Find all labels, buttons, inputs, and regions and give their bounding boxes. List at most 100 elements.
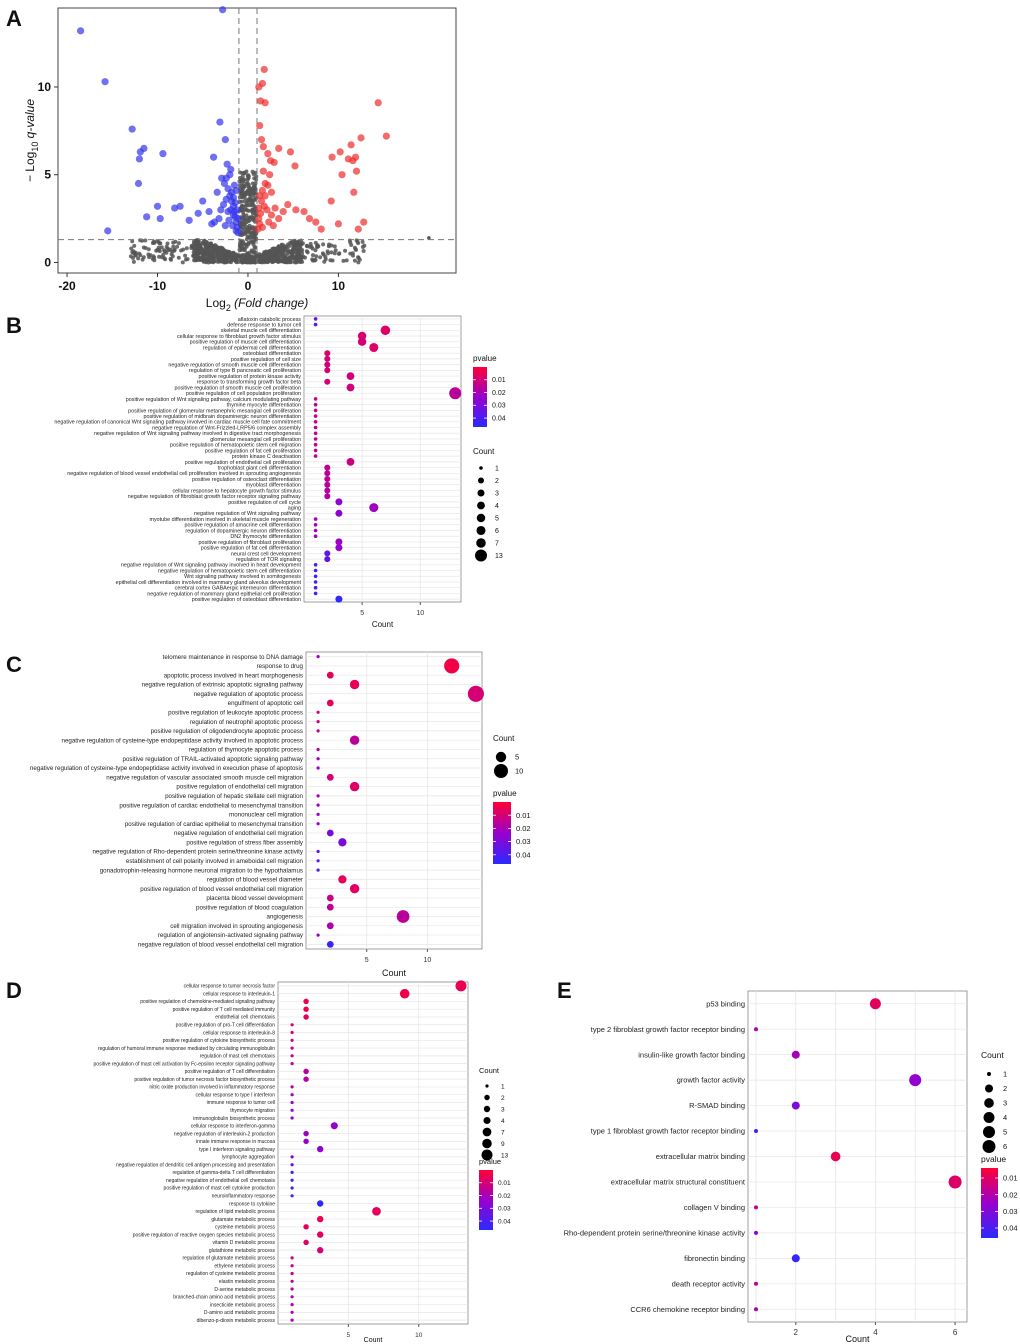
- ns-point: [283, 260, 288, 265]
- ns-point: [244, 258, 249, 263]
- term-label: regulation of thymocyte apoptotic proces…: [189, 747, 303, 754]
- size-legend-label: 9: [501, 1141, 505, 1148]
- size-legend-label: 7: [495, 540, 499, 547]
- color-legend-label: 0.04: [498, 1218, 511, 1225]
- ns-point: [344, 258, 349, 263]
- ns-point: [275, 246, 280, 251]
- down-point: [156, 214, 164, 223]
- term-label: positive regulation of midbrain dopamine…: [143, 414, 301, 420]
- ns-point: [242, 218, 247, 222]
- ns-point: [308, 241, 313, 246]
- term-point: [290, 1085, 294, 1089]
- down-point: [213, 188, 221, 196]
- term-label: positive regulation of reactive oxygen s…: [133, 1232, 276, 1238]
- term-label: CCR6 chemokine receptor binding: [630, 1305, 745, 1314]
- size-legend-label: 5: [1003, 1128, 1007, 1137]
- ns-point: [251, 190, 256, 195]
- ns-point: [239, 207, 244, 212]
- term-point: [324, 475, 331, 483]
- term-point: [290, 1100, 294, 1105]
- term-label: innate immune response in mucosa: [196, 1139, 275, 1145]
- term-point: [290, 1038, 294, 1042]
- term-label: extracellular matrix structural constitu…: [611, 1178, 746, 1187]
- term-point: [290, 1310, 294, 1314]
- x-tick-label: 2: [794, 1328, 799, 1337]
- term-point: [290, 1155, 294, 1159]
- y-tick-label: 10: [38, 80, 52, 94]
- term-label: cellular response to interferon-gamma: [191, 1124, 275, 1130]
- ns-point: [193, 258, 198, 263]
- term-point: [316, 766, 320, 770]
- term-label: cellular response to fibroblast growth f…: [177, 334, 301, 340]
- ns-point: [244, 169, 249, 174]
- term-point: [372, 1206, 381, 1216]
- size-legend: Count 1 2 3 4 7 9 13: [479, 1066, 509, 1161]
- term-point: [754, 1230, 758, 1235]
- color-legend-label: 0.02: [492, 390, 506, 397]
- up-point: [257, 97, 265, 105]
- ns-point: [263, 254, 268, 259]
- term-point: [317, 1231, 324, 1238]
- ns-point: [175, 244, 180, 249]
- ns-point: [239, 177, 244, 182]
- ns-point: [352, 258, 357, 263]
- term-label: positive regulation of osteoclast differ…: [192, 477, 301, 483]
- term-label: positive regulation of fat cell differen…: [201, 546, 301, 552]
- ns-point: [216, 250, 221, 255]
- term-label: negative regulation of cysteine-type end…: [30, 765, 303, 772]
- ns-point: [360, 245, 365, 249]
- ns-point: [332, 251, 337, 256]
- term-point: [313, 574, 318, 579]
- term-points: [313, 317, 462, 603]
- ns-point: [361, 249, 366, 253]
- x-tick-label: -20: [58, 279, 76, 293]
- term-label: R-SMAD binding: [689, 1101, 745, 1110]
- up-point: [328, 153, 336, 161]
- term-point: [335, 509, 343, 517]
- term-label: osteoblast differentiation: [243, 351, 301, 357]
- ns-point: [246, 219, 251, 224]
- x-axis-label: Count: [372, 620, 394, 629]
- term-label: D-amino acid metabolic process: [204, 1310, 276, 1316]
- x-tick-label: 5: [365, 957, 369, 964]
- size-legend-label: 6: [1003, 1142, 1007, 1151]
- term-point: [324, 464, 331, 471]
- term-points: [290, 980, 467, 1322]
- x-tick-label: 10: [415, 1332, 423, 1339]
- color-legend-title: pvalue: [981, 1154, 1006, 1164]
- term-point: [791, 1050, 800, 1059]
- term-point: [313, 563, 318, 567]
- ns-point: [159, 245, 164, 250]
- ns-point: [332, 244, 337, 249]
- term-point: [326, 922, 334, 930]
- term-point: [338, 838, 347, 847]
- ns-point: [168, 256, 173, 261]
- color-legend-label: 0.02: [1003, 1190, 1018, 1199]
- up-point: [347, 141, 355, 149]
- x-tick-label: 5: [360, 610, 364, 617]
- term-point: [317, 1215, 324, 1223]
- term-label: positive regulation of osteoblast differ…: [192, 597, 301, 603]
- term-point: [396, 910, 410, 923]
- term-label: lymphocyte aggregation: [222, 1155, 275, 1161]
- term-point: [290, 1108, 294, 1112]
- ns-point: [252, 197, 257, 202]
- term-label: regulation of mast cell chemotaxis: [200, 1054, 276, 1060]
- size-legend-label: 1: [495, 465, 499, 472]
- term-point: [326, 941, 334, 948]
- ns-point: [296, 253, 301, 258]
- size-legend-label: 4: [495, 503, 499, 510]
- term-point: [313, 523, 318, 527]
- term-label: negative regulation of vascular associat…: [106, 774, 303, 781]
- term-label: positive regulation of blood coagulation: [196, 904, 304, 911]
- term-label: telomere maintenance in response to DNA …: [163, 654, 304, 661]
- term-labels: p53 binding type 2 fibroblast growth fact…: [564, 999, 746, 1314]
- ns-point: [292, 260, 297, 265]
- term-label: positive regulation of protein kinase ac…: [199, 374, 302, 380]
- term-point: [346, 458, 355, 466]
- ns-point: [357, 257, 362, 262]
- size-legend-dot: [482, 1138, 492, 1149]
- term-point: [449, 387, 462, 400]
- term-point: [313, 397, 318, 401]
